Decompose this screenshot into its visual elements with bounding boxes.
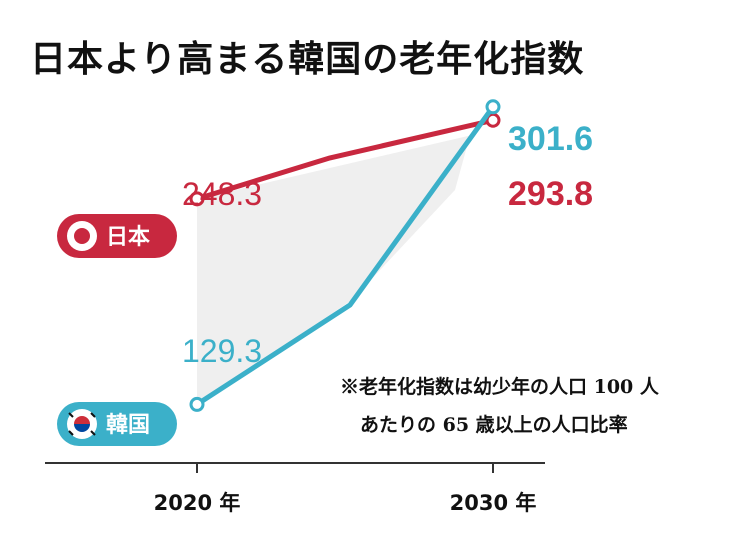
korea-point-2 <box>485 99 501 115</box>
korea-flag-trigram-4 <box>90 430 96 436</box>
note-line-2: あたりの 65 歳以上の人口比率 <box>360 414 628 436</box>
japan-flag-disc <box>74 228 90 244</box>
korea-legend-label: 韓国 <box>106 412 150 438</box>
korea-value-label-2: 301.6 <box>508 120 593 158</box>
x-tick-label-2: 2030 年 <box>450 491 537 515</box>
japan-value-label-1: 248.3 <box>182 176 262 212</box>
x-tick-label-1: 2020 年 <box>154 491 241 515</box>
korea-flag-blue-half <box>74 424 90 432</box>
japan-legend-label: 日本 <box>106 225 150 250</box>
chart-title: 日本より高まる韓国の老年化指数 <box>30 38 585 80</box>
korea-flag-trigram-1 <box>68 412 74 418</box>
japan-value-label-2: 293.8 <box>508 175 593 213</box>
korea-flag-trigram-2 <box>90 412 96 418</box>
korea-value-label-1: 129.3 <box>182 333 262 369</box>
korea-flag-trigram-3 <box>68 430 74 436</box>
note-line-1: ※老年化指数は幼少年の人口 100 人 <box>340 376 659 398</box>
japan-line <box>194 117 496 202</box>
shaded-gap-area <box>197 135 470 405</box>
korea-point-1 <box>189 396 205 412</box>
japan-point-1 <box>189 191 205 207</box>
korea-flag-red-half <box>74 416 90 424</box>
korea-line <box>194 104 496 407</box>
